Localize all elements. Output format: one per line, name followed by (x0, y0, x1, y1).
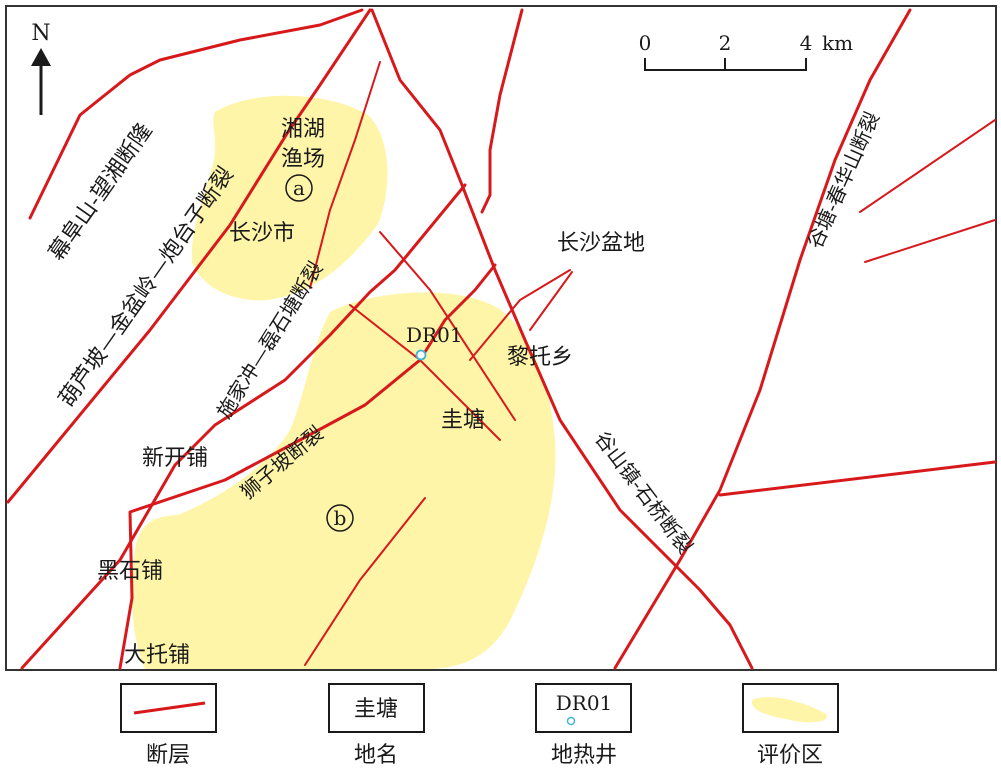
fault-thin-8 (529, 271, 573, 331)
legend-box-place (328, 683, 425, 733)
legend-well-sample: DR01 (556, 691, 613, 715)
fault-label-f6: 谷塘-春华山断裂 (803, 108, 885, 252)
evaluation-area-b (132, 292, 556, 669)
fault-thin-1 (309, 61, 381, 289)
legend-fault-line (133, 701, 206, 715)
fault-f2-branch (20, 183, 467, 670)
map-frame (5, 5, 997, 671)
area-a-label: a (293, 176, 305, 200)
scale-line (644, 58, 807, 71)
scale-bar: 0 2 4 km (639, 31, 853, 71)
legend-well-label: 地热井 (551, 743, 617, 768)
well-marker (415, 349, 427, 361)
fault-thin-2 (379, 231, 516, 421)
area-b-label: b (334, 506, 347, 530)
fault-label-f5: 谷山镇-石桥断裂 (590, 427, 697, 559)
north-arrow-head (31, 48, 51, 66)
fault-nw-upper (28, 8, 364, 220)
legend-place-label: 地名 (354, 743, 398, 768)
fault-f5 (370, 8, 754, 670)
fault-label-f1: 幕阜山-望湘断隆 (44, 119, 157, 266)
fault-thin-4 (469, 269, 571, 361)
place-datuo: 大托铺 (124, 643, 190, 668)
area-a-marker (285, 174, 313, 202)
scale-tick-2: 2 (719, 31, 732, 55)
legend: 断层 圭塘 地名 DR01 地热井 评价区 (120, 683, 839, 768)
legend-area-swatch (751, 697, 828, 723)
north-arrow: N (31, 21, 51, 115)
legend-fault-label: 断层 (146, 743, 190, 768)
legend-place-sample: 圭塘 (354, 697, 398, 722)
scale-tick-4: 4 (800, 31, 813, 55)
legend-box-well (535, 683, 632, 733)
fault-thin-7 (864, 219, 996, 263)
scale-tick-0: 0 (639, 31, 652, 55)
fault-f2 (6, 8, 372, 504)
place-yuchang: 渔场 (281, 147, 325, 172)
place-guitang: 圭塘 (441, 408, 485, 433)
well-label: DR01 (406, 323, 463, 347)
place-heishi: 黑石铺 (97, 559, 163, 584)
place-changsha: 长沙市 (229, 221, 295, 246)
fault-thin-6 (859, 119, 996, 213)
fault-thin-5 (304, 497, 426, 666)
legend-well-marker (566, 716, 576, 726)
area-b-marker (326, 504, 354, 532)
fault-north-mid (480, 8, 524, 214)
fault-guitang (118, 263, 497, 670)
north-label: N (31, 21, 50, 46)
place-xianghu: 湘湖 (281, 117, 325, 142)
place-basin: 长沙盆地 (557, 231, 645, 256)
place-xinkai: 新开铺 (142, 446, 208, 471)
place-litou: 黎托乡 (507, 345, 573, 370)
fault-east-branch (718, 460, 997, 497)
scale-unit: km (822, 31, 853, 55)
fault-f6 (613, 8, 912, 670)
legend-area-label: 评价区 (757, 743, 823, 768)
